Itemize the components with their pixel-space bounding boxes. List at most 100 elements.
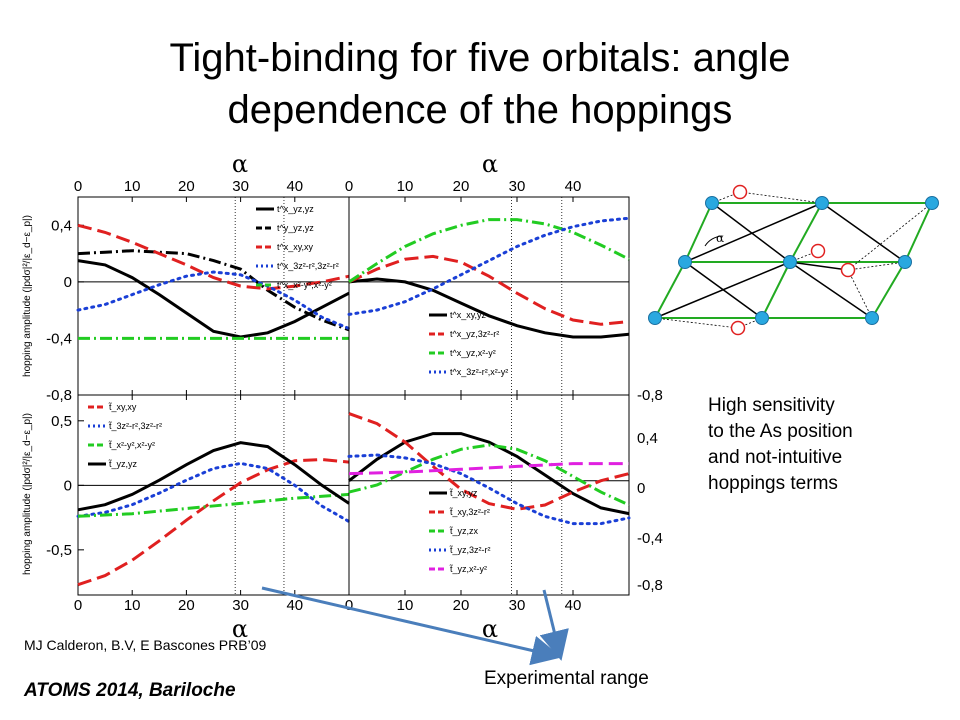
- legend-label: t̃_xy,yz: [449, 488, 478, 498]
- arrow-right: [539, 589, 569, 661]
- legend-label: t^x_x²-y²,x²-y²: [277, 280, 332, 290]
- arsenic-atom: [840, 262, 856, 278]
- legend-label: t̃_3z²-r²,3z²-r²: [108, 421, 162, 431]
- y-tick-label: 0: [64, 274, 72, 291]
- right-y-tick-label: -0,8: [637, 387, 663, 404]
- bottom-x-tick-label: 0: [74, 597, 82, 614]
- series-line: [347, 453, 631, 526]
- lattice-bond: [761, 261, 791, 319]
- top-x-tick-label: 40: [286, 178, 303, 195]
- iron-atom: [898, 255, 912, 269]
- lattice-bond: [821, 202, 906, 263]
- legend-label: t̃_xy,3z²-r²: [449, 507, 490, 517]
- legend-label: t̃_yz,zx: [449, 526, 479, 536]
- bottom-x-tick-label: 20: [453, 597, 470, 614]
- series-line: [77, 223, 350, 291]
- bottom-x-tick-label: 40: [565, 597, 582, 614]
- legend-label: t̃_xy,xy: [108, 402, 137, 412]
- bottom-x-tick-label: 40: [286, 597, 303, 614]
- series-line: [76, 270, 351, 330]
- series-line: [348, 432, 630, 516]
- top-x-tick-label: 10: [397, 178, 414, 195]
- top-x-tick-label: 0: [74, 178, 82, 195]
- bottom-x-tick-label: 30: [232, 597, 249, 614]
- conference-label: ATOMS 2014, Bariloche: [24, 680, 236, 701]
- panel-bottom-left: 0,5 0 -0,5 t̃_xy,xy t̃_3z²-r²,3z²-r² t̃_x²-y²…: [46, 394, 351, 596]
- alpha-axis-label: α: [482, 150, 498, 178]
- iron-atom: [783, 255, 797, 269]
- top-x-tick-label: 30: [232, 178, 249, 195]
- right-y-tick-label: -0,4: [637, 530, 663, 547]
- alpha-axis-label: α: [482, 615, 498, 643]
- lattice-bond: [789, 202, 823, 263]
- lattice-link: [847, 261, 906, 271]
- panel-frame: [348, 394, 630, 596]
- sensitivity-note: High sensitivity to the As position and …: [708, 393, 853, 497]
- legend-label: t^x_yz,3z²-r²: [450, 329, 499, 339]
- right-y-tick-label: 0,4: [637, 430, 658, 447]
- series-line: [348, 412, 630, 511]
- series-line: [77, 492, 350, 518]
- panel-bottom-right: t̃_xy,yz t̃_xy,3z²-r² t̃_yz,zx t̃_yz,3z²-r²…: [347, 394, 631, 596]
- top-x-tick-label: 0: [345, 178, 353, 195]
- lattice-bond: [684, 202, 713, 263]
- series-line: [347, 216, 631, 316]
- y-tick-label: -0,4: [46, 330, 72, 347]
- lattice-bond: [654, 261, 791, 319]
- y-tick-label: 0,5: [51, 413, 72, 430]
- series-line: [77, 249, 350, 332]
- angle-arc: [704, 235, 723, 247]
- iron-atom: [648, 311, 662, 325]
- series-line: [348, 443, 630, 507]
- y-tick-label: -0,5: [46, 542, 72, 559]
- series-line: [348, 462, 629, 476]
- lattice-link: [654, 317, 739, 329]
- legend-label: t^x_xy,yz: [450, 310, 487, 320]
- lattice-bond: [871, 261, 906, 319]
- arsenic-atom: [732, 184, 748, 200]
- iron-atom: [925, 196, 939, 210]
- legend-label: t^x_yz,x²-y²: [450, 348, 496, 358]
- legend-label: t^x_xy,xy: [277, 242, 314, 252]
- lattice-link: [739, 191, 823, 204]
- lattice-link: [847, 202, 933, 271]
- lattice-bond: [789, 261, 849, 271]
- lattice-bond: [789, 261, 873, 319]
- legend-label: t^x_3z²-r²,x²-y²: [450, 367, 508, 377]
- note-line-4: hoppings terms: [708, 473, 838, 494]
- top-x-tick-label: 40: [565, 178, 582, 195]
- arrow-left: [261, 586, 562, 666]
- alpha-axis-label: α: [232, 615, 248, 643]
- iron-atom: [865, 311, 879, 325]
- note-line-2: to the As position: [708, 421, 853, 442]
- right-y-tick-label: -0,8: [637, 577, 663, 594]
- y-tick-label: -0,8: [46, 387, 72, 404]
- top-x-tick-label: 30: [509, 178, 526, 195]
- y-tick-label: 0,4: [51, 217, 72, 234]
- legend-label: t̃_yz,yz: [108, 459, 138, 469]
- citation: MJ Calderon, B.V, E Bascones PRB’09: [24, 637, 267, 653]
- series-line: [77, 441, 350, 512]
- y-tick-label: 0: [64, 477, 72, 494]
- arsenic-atom: [810, 243, 826, 259]
- legend-label: t̃_yz,x²-y²: [449, 564, 487, 574]
- right-y-tick-label: 0: [637, 480, 645, 497]
- iron-atom: [755, 311, 769, 325]
- legend-label: t^x_yz,yz: [277, 204, 314, 214]
- note-line-3: and not-intuitive: [708, 447, 843, 468]
- series-line: [77, 457, 350, 587]
- series-line: [348, 254, 630, 326]
- lattice-link: [847, 269, 873, 319]
- experimental-range-label: Experimental range: [484, 668, 649, 689]
- series-line: [348, 277, 630, 339]
- series-line: [77, 259, 350, 339]
- bottom-x-tick-label: 10: [124, 597, 141, 614]
- lattice-bond: [654, 261, 686, 319]
- bottom-x-tick-label: 0: [345, 597, 353, 614]
- alpha-axis-label: α: [232, 150, 248, 178]
- arsenic-atom: [730, 320, 746, 336]
- angle-alpha-label: α: [716, 231, 724, 245]
- iron-atom: [705, 196, 719, 210]
